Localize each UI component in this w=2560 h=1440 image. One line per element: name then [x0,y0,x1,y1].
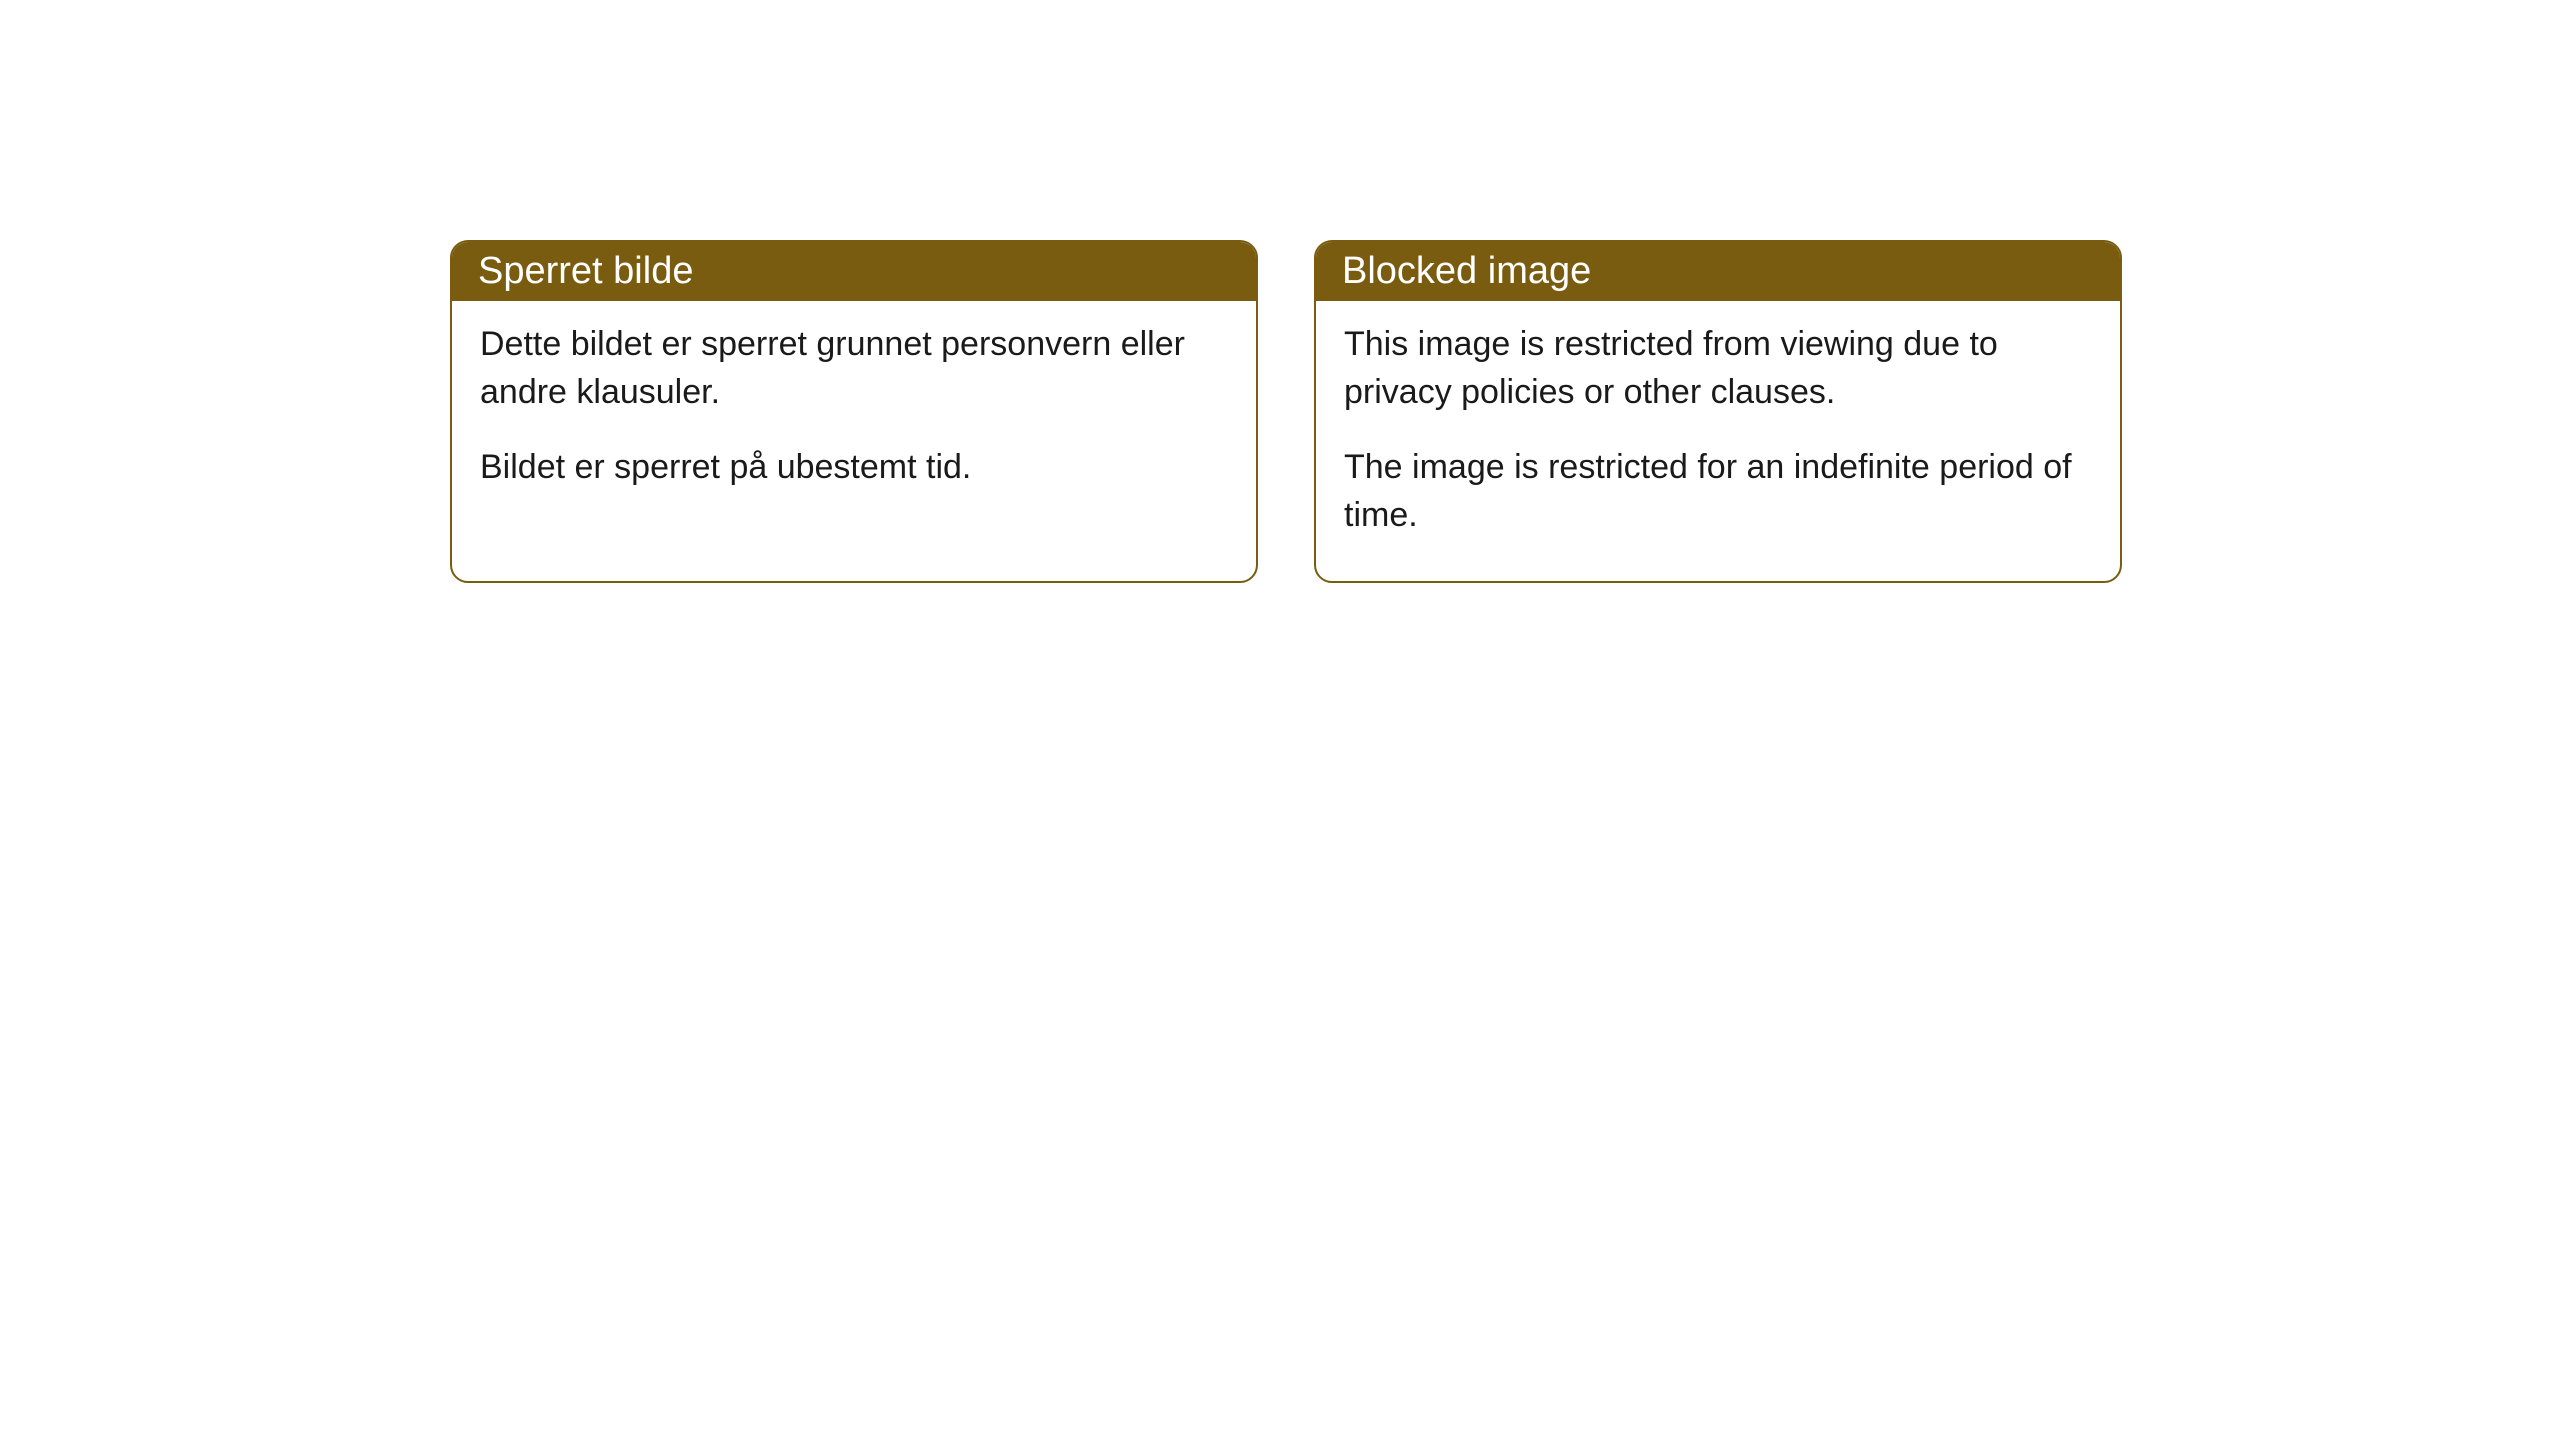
notice-header-english: Blocked image [1316,242,2120,301]
notice-paragraph: This image is restricted from viewing du… [1344,321,2092,416]
notice-body-norwegian: Dette bildet er sperret grunnet personve… [452,301,1256,534]
notice-body-english: This image is restricted from viewing du… [1316,301,2120,581]
notice-paragraph: Bildet er sperret på ubestemt tid. [480,444,1228,492]
notice-card-norwegian: Sperret bilde Dette bildet er sperret gr… [450,240,1258,583]
notice-header-norwegian: Sperret bilde [452,242,1256,301]
notice-paragraph: The image is restricted for an indefinit… [1344,444,2092,539]
notice-container: Sperret bilde Dette bildet er sperret gr… [0,0,2560,583]
notice-paragraph: Dette bildet er sperret grunnet personve… [480,321,1228,416]
notice-card-english: Blocked image This image is restricted f… [1314,240,2122,583]
